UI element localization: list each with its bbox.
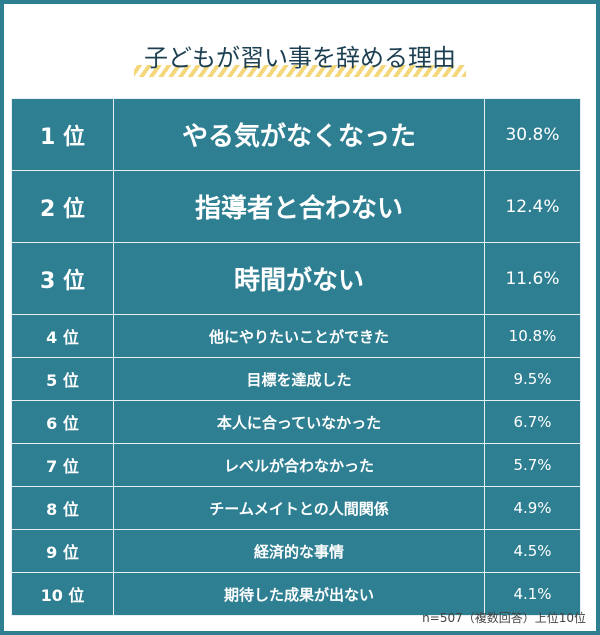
page-title-text: 子どもが習い事を辞める理由	[144, 44, 456, 72]
table-row: 8 位チームメイトとの人間関係 4.9%	[11, 486, 581, 530]
percent-cell: 4.9%	[484, 486, 581, 530]
rank-cell: 2 位	[11, 170, 114, 243]
percent-cell: 12.4%	[484, 170, 581, 243]
table-row: 4 位他にやりたいことができた 10.8%	[11, 314, 581, 358]
sample-note: n=507（複数回答）上位10位	[422, 611, 586, 625]
title-area: 子どもが習い事を辞める理由	[4, 38, 596, 79]
percent-cell: 30.8%	[484, 98, 581, 171]
ranking-table: 1 位やる気がなくなった 30.8% 2 位指導者と合わない 12.4% 3 位時間がな…	[11, 98, 581, 616]
percent-cell: 6.7%	[484, 400, 581, 444]
rank-cell: 9 位	[11, 529, 114, 573]
table-row: 1 位やる気がなくなった 30.8%	[11, 98, 581, 171]
table-row: 10 位期待した成果が出ない 4.1%	[11, 572, 581, 616]
reason-cell: 時間がない	[113, 242, 485, 315]
rank-cell: 6 位	[11, 400, 114, 444]
rank-cell: 1 位	[11, 98, 114, 171]
reason-cell: レベルが合わなかった	[113, 443, 485, 487]
percent-cell: 9.5%	[484, 357, 581, 401]
title-highlight-stripe	[134, 65, 466, 77]
table-row: 5 位目標を達成した 9.5%	[11, 357, 581, 401]
rank-cell: 4 位	[11, 314, 114, 358]
reason-cell: 経済的な事情	[113, 529, 485, 573]
percent-cell: 4.1%	[484, 572, 581, 616]
percent-cell: 11.6%	[484, 242, 581, 315]
reason-cell: 期待した成果が出ない	[113, 572, 485, 616]
percent-cell: 5.7%	[484, 443, 581, 487]
reason-cell: チームメイトとの人間関係	[113, 486, 485, 530]
rank-cell: 8 位	[11, 486, 114, 530]
reason-cell: 指導者と合わない	[113, 170, 485, 243]
rank-cell: 3 位	[11, 242, 114, 315]
percent-cell: 10.8%	[484, 314, 581, 358]
percent-cell: 4.5%	[484, 529, 581, 573]
table-row: 3 位時間がない 11.6%	[11, 242, 581, 315]
reason-cell: 他にやりたいことができた	[113, 314, 485, 358]
reason-cell: 目標を達成した	[113, 357, 485, 401]
rank-cell: 7 位	[11, 443, 114, 487]
page-title: 子どもが習い事を辞める理由	[134, 38, 466, 79]
table-row: 2 位指導者と合わない 12.4%	[11, 170, 581, 243]
reason-cell: 本人に合っていなかった	[113, 400, 485, 444]
table-row: 7 位レベルが合わなかった 5.7%	[11, 443, 581, 487]
table-row: 9 位経済的な事情 4.5%	[11, 529, 581, 573]
reason-cell: やる気がなくなった	[113, 98, 485, 171]
table-row: 6 位本人に合っていなかった 6.7%	[11, 400, 581, 444]
rank-cell: 10 位	[11, 572, 114, 616]
rank-cell: 5 位	[11, 357, 114, 401]
